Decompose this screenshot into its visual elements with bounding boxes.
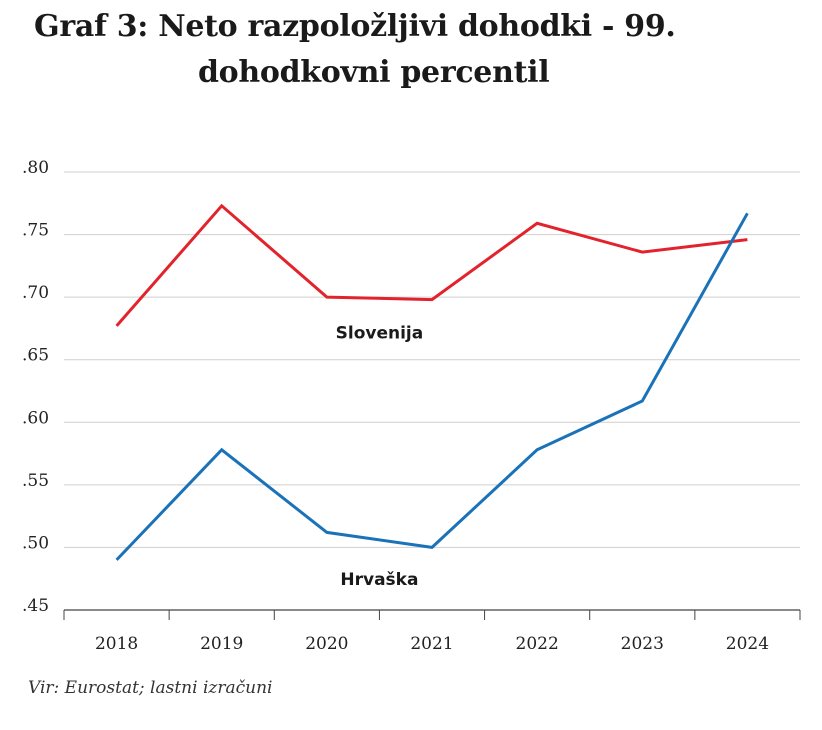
series-line-slovenija <box>115 203 748 327</box>
x-tick-label: 2018 <box>95 634 138 654</box>
y-tick-label: .75 <box>22 221 49 241</box>
y-tick-label: .80 <box>22 158 49 178</box>
x-tick-label: 2024 <box>726 634 769 654</box>
series-line-hrvaska <box>115 212 749 561</box>
x-tick-label: 2021 <box>410 634 453 654</box>
y-tick-label: .65 <box>22 346 49 366</box>
x-tick-label: 2020 <box>305 634 348 654</box>
x-tick-label: 2022 <box>516 634 559 654</box>
x-tick-label: 2019 <box>200 634 243 654</box>
chart-title: Graf 3: Neto razpoložljivi dohodki - 99.… <box>34 4 804 96</box>
chart-title-line-2: dohodkovni percentil <box>198 55 550 90</box>
series-label-hrvaska: Hrvaška <box>340 570 418 590</box>
y-tick-label: .70 <box>22 283 49 303</box>
series-label-slovenija: Slovenija <box>336 323 424 343</box>
chart-title-line-1: Graf 3: Neto razpoložljivi dohodki - 99. <box>34 9 676 44</box>
y-tick-label: .60 <box>22 408 49 428</box>
x-tick-label: 2023 <box>621 634 664 654</box>
source-note: Vir: Eurostat; lastni izračuni <box>28 678 273 698</box>
y-tick-label: .50 <box>22 533 49 553</box>
y-tick-label: .45 <box>22 596 49 616</box>
y-tick-label: .55 <box>22 471 49 491</box>
